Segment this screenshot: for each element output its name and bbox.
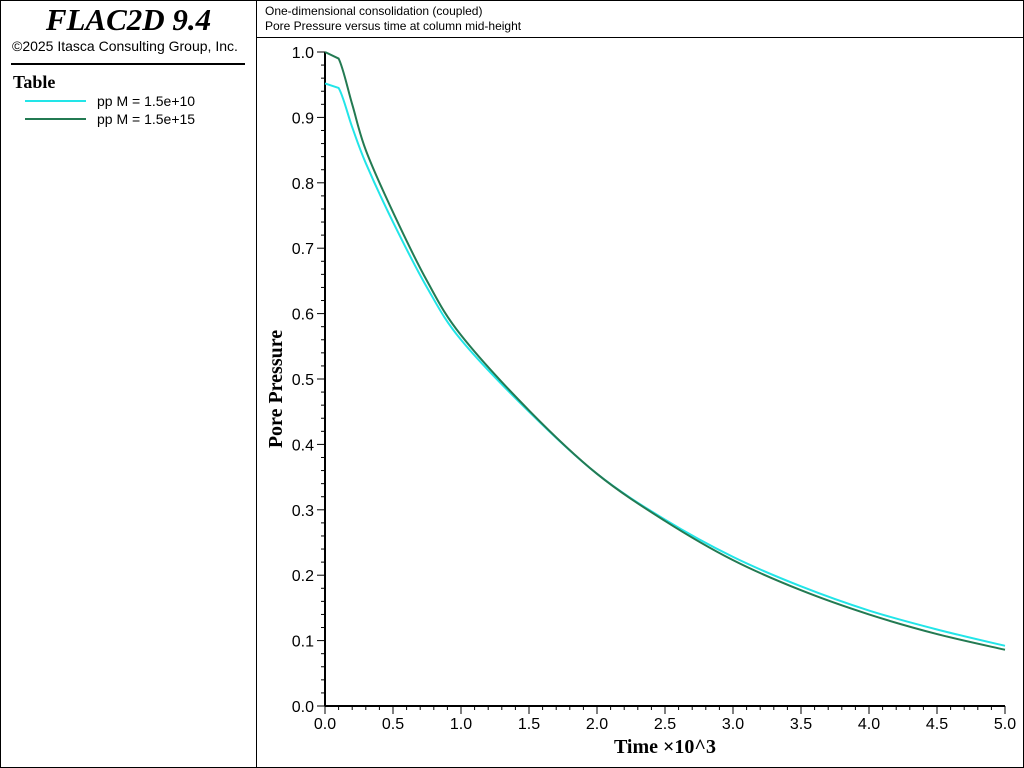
chart-series-layer xyxy=(324,51,1006,651)
app-title: FLAC2D 9.4 xyxy=(45,2,212,37)
copyright-text: ©2025 Itasca Consulting Group, Inc. xyxy=(12,38,238,54)
y-tick-label: 0.2 xyxy=(292,568,314,585)
legend-swatch-1 xyxy=(25,100,86,102)
x-tick-label: 0.5 xyxy=(382,716,404,733)
x-tick-label: 4.0 xyxy=(858,716,880,733)
y-tick-label: 1.0 xyxy=(292,45,314,62)
x-tick-label: 0.0 xyxy=(314,716,336,733)
x-tick-label: 2.0 xyxy=(586,716,608,733)
x-axis-title: Time ×10^3 xyxy=(614,736,716,758)
x-tick-label: 4.5 xyxy=(926,716,948,733)
y-tick-label: 0.4 xyxy=(292,437,314,454)
plot-subtitle-2: Pore Pressure versus time at column mid-… xyxy=(265,19,522,33)
y-tick-label: 0.6 xyxy=(292,307,314,324)
y-tick-label: 0.3 xyxy=(292,503,314,520)
x-tick-label: 3.0 xyxy=(722,716,744,733)
legend-panel: FLAC2D 9.4 ©2025 Itasca Consulting Group… xyxy=(1,1,257,767)
x-tick-label: 1.5 xyxy=(518,716,540,733)
x-tick-label: 3.5 xyxy=(790,716,812,733)
y-tick-label: 0.0 xyxy=(292,699,314,716)
y-axis-title: Pore Pressure xyxy=(265,330,287,448)
title-divider xyxy=(11,63,245,65)
chart-area: 0.0 0.1 0.2 0.3 0.4 0.5 0.6 0.7 0.8 0.9 1.0 0.0 0.5 1… xyxy=(265,45,1016,758)
y-tick-label: 0.7 xyxy=(292,241,314,258)
y-tick-label: 0.8 xyxy=(292,176,314,193)
series-line-1 xyxy=(324,82,1006,647)
plot-header: One-dimensional consolidation (coupled) … xyxy=(257,1,1023,38)
plot-subtitle-1: One-dimensional consolidation (coupled) xyxy=(265,4,483,18)
y-tick-label: 0.5 xyxy=(292,372,314,389)
chart-axes: 0.0 0.1 0.2 0.3 0.4 0.5 0.6 0.7 0.8 0.9 1.0 0.0 0.5 1… xyxy=(292,45,1016,733)
legend-label-1: pp M = 1.5e+10 xyxy=(97,93,196,109)
legend-swatch-2 xyxy=(25,118,86,120)
legend-title: Table xyxy=(13,72,56,92)
y-tick-label: 0.1 xyxy=(292,634,314,651)
x-tick-label: 5.0 xyxy=(994,716,1016,733)
x-tick-label: 2.5 xyxy=(654,716,676,733)
y-tick-label: 0.9 xyxy=(292,110,314,127)
series-line-2 xyxy=(324,51,1006,651)
x-tick-label: 1.0 xyxy=(450,716,472,733)
legend-label-2: pp M = 1.5e+15 xyxy=(97,111,196,127)
